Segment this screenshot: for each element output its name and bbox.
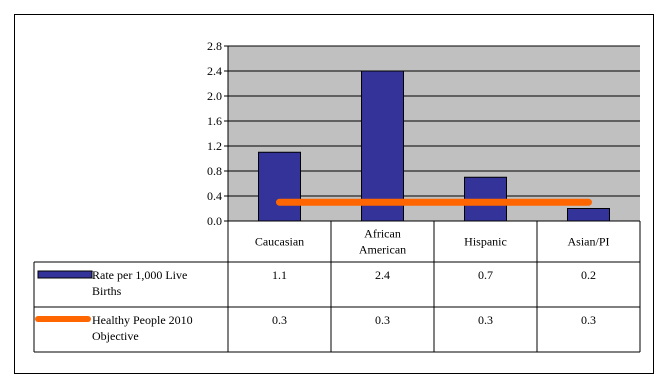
y-tick-label: 0.8 xyxy=(207,164,222,178)
y-tick-label: 0.4 xyxy=(207,189,222,203)
bar xyxy=(567,208,610,222)
y-tick-label: 1.2 xyxy=(207,139,222,153)
legend-key-bar xyxy=(37,270,93,279)
y-tick-label: 2.4 xyxy=(207,64,222,78)
data-table-value: 0.7 xyxy=(478,268,493,282)
data-table-value: 0.3 xyxy=(478,313,493,327)
legend-label: Objective xyxy=(92,329,139,343)
data-table-value: 0.2 xyxy=(581,268,596,282)
data-table-value: 0.3 xyxy=(581,313,596,327)
category-label: Hispanic xyxy=(464,235,507,249)
bar xyxy=(258,151,301,222)
category-label: Caucasian xyxy=(255,235,304,249)
legend-label: Rate per 1,000 Live xyxy=(92,268,187,282)
data-table-value: 0.3 xyxy=(375,313,390,327)
category-label: Asian/PI xyxy=(568,235,610,249)
bar xyxy=(361,70,404,222)
y-tick-label: 2.0 xyxy=(207,89,222,103)
legend-label: Healthy People 2010 xyxy=(92,313,193,327)
category-label: African xyxy=(364,227,401,241)
category-label: American xyxy=(359,243,406,257)
y-tick-label: 1.6 xyxy=(207,114,222,128)
data-table-value: 0.3 xyxy=(272,313,287,327)
data-table-value: 2.4 xyxy=(375,268,390,282)
data-table-value: 1.1 xyxy=(272,268,287,282)
y-tick-label: 2.8 xyxy=(207,39,222,53)
y-tick-label: 0.0 xyxy=(207,214,222,228)
legend-label: Births xyxy=(92,284,122,298)
